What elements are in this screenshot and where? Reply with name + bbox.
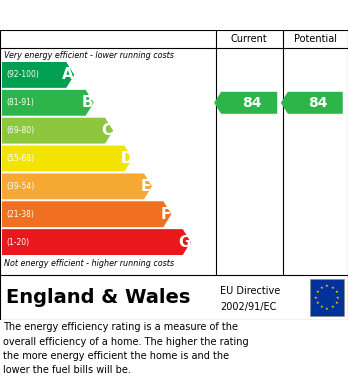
Text: (1-20): (1-20): [6, 238, 29, 247]
Text: Potential: Potential: [294, 34, 337, 44]
Text: (69-80): (69-80): [6, 126, 34, 135]
Text: Not energy efficient - higher running costs: Not energy efficient - higher running co…: [4, 258, 174, 267]
Text: 84: 84: [242, 96, 262, 110]
Text: ★: ★: [319, 305, 323, 309]
Text: F: F: [160, 207, 171, 222]
Text: ★: ★: [319, 286, 323, 290]
Text: G: G: [179, 235, 191, 249]
Polygon shape: [214, 92, 277, 114]
Text: Energy Efficiency Rating: Energy Efficiency Rating: [9, 6, 238, 24]
Text: (55-68): (55-68): [6, 154, 34, 163]
Text: D: D: [120, 151, 133, 166]
Text: ★: ★: [316, 301, 319, 305]
Text: ★: ★: [335, 290, 339, 294]
Polygon shape: [2, 62, 74, 88]
Text: ★: ★: [335, 301, 339, 305]
Polygon shape: [2, 90, 94, 116]
Text: C: C: [102, 123, 113, 138]
Text: ★: ★: [331, 305, 334, 309]
Text: B: B: [82, 95, 94, 110]
Text: (92-100): (92-100): [6, 70, 39, 79]
Text: ★: ★: [316, 290, 319, 294]
Text: ★: ★: [314, 296, 318, 300]
Polygon shape: [2, 229, 191, 255]
Text: ★: ★: [336, 296, 340, 300]
Text: 2002/91/EC: 2002/91/EC: [220, 302, 276, 312]
Text: 84: 84: [308, 96, 328, 110]
Polygon shape: [2, 174, 152, 199]
Text: D: D: [120, 151, 133, 166]
Text: ★: ★: [331, 286, 334, 290]
Polygon shape: [2, 118, 113, 143]
Text: EU Directive: EU Directive: [220, 286, 280, 296]
Bar: [310, 279, 344, 316]
Text: Current: Current: [231, 34, 268, 44]
Text: ★: ★: [325, 284, 329, 289]
Text: (39-54): (39-54): [6, 182, 34, 191]
Polygon shape: [281, 92, 343, 114]
Polygon shape: [2, 201, 171, 227]
Text: (81-91): (81-91): [6, 98, 34, 107]
Text: D: D: [120, 151, 133, 166]
Text: England & Wales: England & Wales: [6, 288, 190, 307]
Text: Very energy efficient - lower running costs: Very energy efficient - lower running co…: [4, 51, 174, 60]
Text: A: A: [62, 67, 74, 83]
Text: (21-38): (21-38): [6, 210, 34, 219]
Text: The energy efficiency rating is a measure of the
overall efficiency of a home. T: The energy efficiency rating is a measur…: [3, 322, 249, 375]
Text: ★: ★: [325, 307, 329, 310]
Polygon shape: [2, 145, 133, 171]
Text: E: E: [141, 179, 151, 194]
